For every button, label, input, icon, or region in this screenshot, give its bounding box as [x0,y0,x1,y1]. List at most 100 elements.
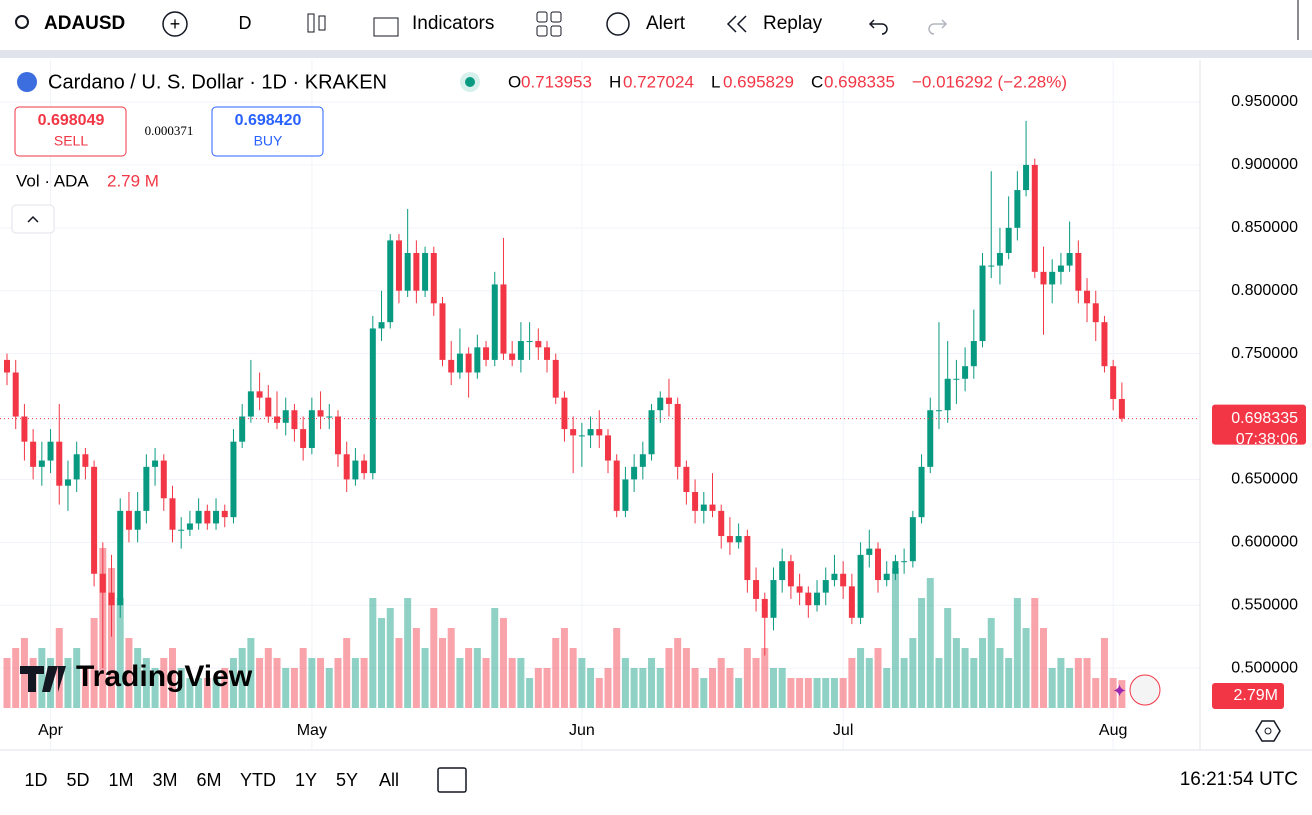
candle-body [561,397,568,430]
range-button[interactable]: 1M [108,770,133,790]
volume-bar [421,648,429,708]
indicators[interactable]: Indicators [412,13,494,34]
candle-body [570,429,577,436]
candles-icon[interactable] [307,13,315,33]
volume-bar [482,658,490,708]
volume-bar [317,658,325,708]
candle-body [282,410,289,423]
candle-body [99,573,106,593]
volume-bar [1109,678,1117,708]
volume-bar [203,678,211,708]
range-button[interactable]: 1D [24,770,47,790]
volume-bar [186,678,194,708]
volume-bar [961,648,969,708]
candle-body [909,517,916,562]
y-tick-label: 0.850000 [1231,219,1298,236]
candle-body [996,252,1003,266]
candle-body [404,252,411,291]
volume-bar [900,658,908,708]
volume-bar [813,678,821,708]
undo[interactable] [868,19,888,35]
sell-button[interactable] [14,106,127,157]
candle-body [535,341,542,348]
candle-body [178,529,185,531]
layout-icon[interactable] [536,11,548,23]
redo[interactable] [928,19,948,35]
candle-body [761,598,768,618]
alert[interactable]: Alert [646,13,686,34]
volume-bar [1083,658,1091,708]
collapse-button[interactable] [11,204,55,234]
candle-body [465,353,472,373]
change: −0.016292 (−2.28%) [912,72,1067,91]
candle-body [108,592,115,606]
volume-bar [534,668,542,708]
y-tick-label: 0.800000 [1231,282,1298,299]
range-button[interactable]: 5D [66,770,89,790]
candle-body [1014,190,1021,228]
candle-body [604,435,611,461]
candles-icon [318,15,326,31]
settings-dot [1264,727,1272,735]
volume-bar [412,628,420,708]
range-button[interactable]: 3M [152,770,177,790]
candle-body [213,510,220,524]
settings[interactable] [1255,720,1281,742]
date-range-icon[interactable] [437,767,467,793]
replay[interactable]: Replay [763,13,823,34]
range-button[interactable]: 1Y [295,770,317,790]
volume-bar [282,668,290,708]
range-button[interactable]: YTD [240,770,276,790]
interval[interactable]: D [239,13,252,33]
volume-bar [639,668,647,708]
volume-bar [473,648,481,708]
volume-bar [874,648,882,708]
candle-body [787,561,794,587]
replay-icon [726,15,747,33]
add-symbol[interactable] [162,11,188,37]
volume-bar [308,658,316,708]
volume-bar [700,678,708,708]
range-button[interactable]: All [379,770,399,790]
candle-body [918,466,925,518]
candle-body [1118,398,1125,419]
candle-body [82,454,89,467]
search-icon[interactable] [15,15,29,29]
volume-bar [1066,668,1074,708]
logo-mark [20,666,66,692]
symbol[interactable]: ADAUSD [44,13,125,34]
candle-body [857,554,864,618]
volume-bar [726,668,734,708]
last-price: 0.698335 [1231,410,1298,427]
candle-body [1005,227,1012,253]
candle-body [439,303,446,360]
candle-body [831,573,838,581]
y-tick-label: 0.750000 [1231,345,1298,362]
range-button[interactable]: 5Y [336,770,358,790]
sell-label: SELL [54,133,88,149]
buy-button[interactable] [211,106,324,157]
volume-bar [360,658,368,708]
volume-bar [918,598,926,708]
candle-body [47,441,54,461]
candle-body [962,366,969,379]
flag-icon [1129,674,1161,706]
candle-body [753,580,760,599]
x-tick-label: May [297,722,327,739]
candle-body [596,429,603,436]
last-price-tag [1212,404,1306,445]
candle-body [291,410,298,430]
volume-bar [273,658,281,708]
volume-bar [891,568,899,708]
coin-icon [17,72,37,92]
volume-bar [787,678,795,708]
candle-body [117,510,124,606]
volume-bar [430,608,438,708]
volume-bar [508,658,516,708]
candle-body [395,240,402,291]
volume-bar [1013,598,1021,708]
range-button[interactable]: 6M [196,770,221,790]
candle-body [692,492,699,511]
countdown: 07:38:06 [1236,431,1298,448]
